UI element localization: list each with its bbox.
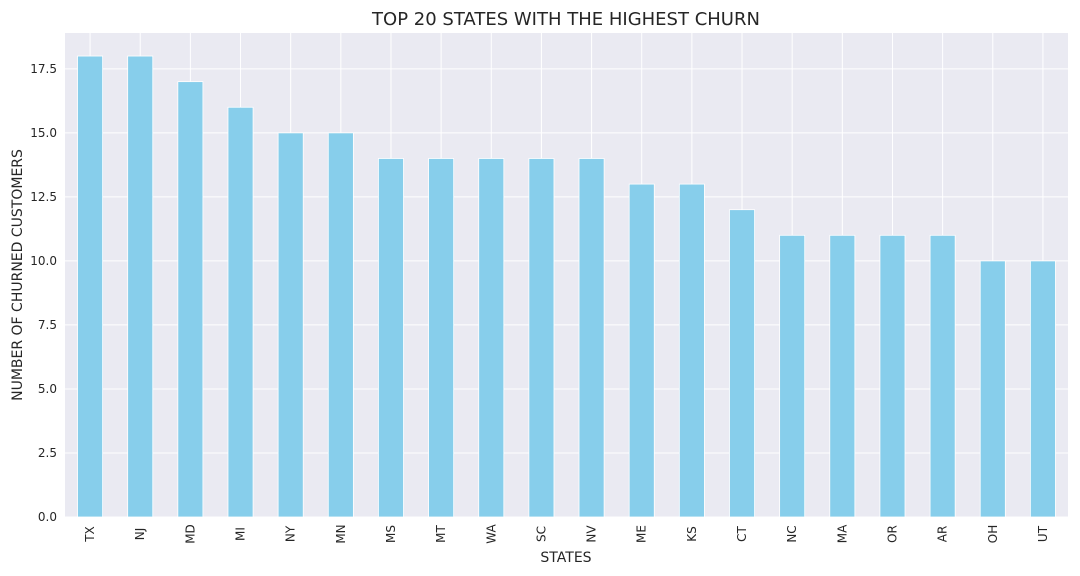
bar-oh	[979, 260, 1006, 518]
y-tick-label: 12.5	[30, 190, 57, 204]
bar-ar	[929, 234, 956, 518]
y-tick-label: 0.0	[38, 510, 57, 524]
x-axis-label: STATES	[540, 550, 591, 566]
x-tick-label: MI	[234, 527, 248, 541]
x-tick-label: CT	[735, 525, 749, 541]
y-tick-label: 2.5	[38, 446, 57, 460]
x-tick-label: UT	[1036, 525, 1050, 542]
plot-area	[65, 33, 1068, 517]
x-tick-label: NY	[284, 525, 298, 542]
y-tick-labels: 0.0 2.5 5.0 7.5 10.0 12.5 15.0 17.5	[30, 62, 57, 524]
x-tick-label: MN	[334, 524, 348, 543]
bar-tx	[77, 55, 104, 518]
x-tick-label: MD	[183, 524, 197, 544]
y-tick-label: 10.0	[30, 254, 57, 268]
x-tick-label: NV	[585, 525, 599, 543]
bar-nj	[127, 55, 154, 518]
x-tick-label: WA	[484, 524, 498, 544]
x-tick-label: OH	[986, 525, 1000, 543]
x-tick-label: ME	[635, 525, 649, 543]
y-axis-label: NUMBER OF CHURNED CUSTOMERS	[10, 149, 26, 401]
y-tick-label: 17.5	[30, 62, 57, 76]
chart-title: TOP 20 STATES WITH THE HIGHEST CHURN	[371, 9, 760, 30]
x-tick-labels: TX NJ MD MI NY MN MS MT WA SC NV ME KS CT NC MA OR AR OH UT	[83, 524, 1050, 544]
x-tick-label: KS	[685, 526, 699, 542]
bar-ma	[829, 234, 856, 518]
y-tick-label: 15.0	[30, 126, 57, 140]
bar-me	[628, 183, 655, 518]
x-tick-label: OR	[885, 525, 899, 543]
bars	[77, 55, 1056, 518]
x-tick-label: MA	[835, 524, 849, 543]
x-tick-label: TX	[83, 526, 97, 543]
y-tick-label: 7.5	[38, 318, 57, 332]
x-tick-label: NJ	[133, 528, 147, 541]
bar-ny	[277, 132, 304, 518]
bar-mi	[227, 106, 254, 518]
bar-nc	[779, 234, 806, 518]
bar-ms	[378, 158, 404, 518]
bar-mt	[428, 158, 455, 518]
bar-ut	[1029, 260, 1056, 518]
bar-nv	[578, 158, 605, 518]
bar-mn	[327, 132, 354, 518]
x-tick-label: MT	[434, 524, 448, 542]
x-tick-label: SC	[534, 526, 548, 542]
bar-sc	[528, 158, 555, 518]
bar-or	[879, 234, 906, 518]
bar-ct	[729, 209, 755, 518]
x-tick-label: AR	[936, 526, 950, 543]
x-tick-label: MS	[384, 525, 398, 543]
bar-ks	[678, 183, 705, 518]
y-tick-label: 5.0	[38, 382, 57, 396]
bar-wa	[478, 158, 505, 518]
bar-md	[177, 81, 204, 518]
x-tick-label: NC	[785, 525, 799, 542]
